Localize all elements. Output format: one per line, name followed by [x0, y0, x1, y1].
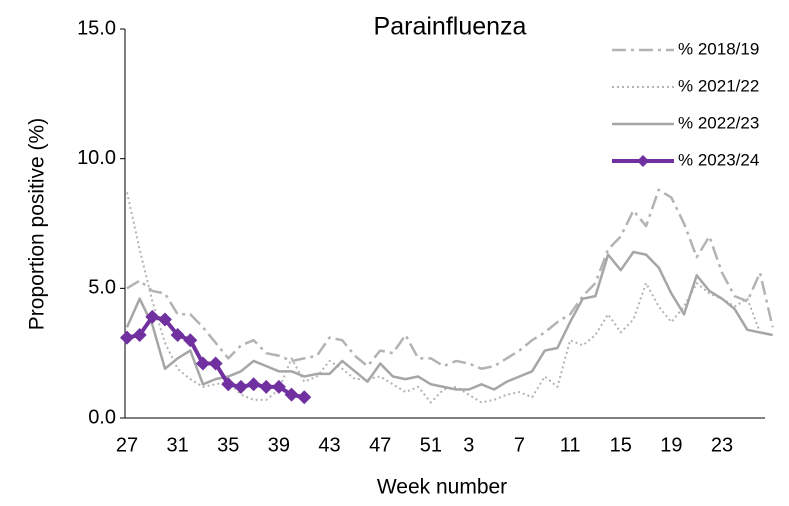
- x-tick-label: 35: [217, 434, 239, 456]
- legend-label: % 2023/24: [678, 150, 759, 169]
- series-line: [126, 192, 773, 404]
- x-tick-label: 31: [167, 434, 189, 456]
- data-point: [271, 379, 286, 394]
- legend-label: % 2022/23: [678, 113, 759, 132]
- x-tick-label: 19: [660, 434, 682, 456]
- data-point: [183, 333, 198, 348]
- series-line: [126, 188, 774, 370]
- data-point: [170, 328, 185, 343]
- legend-marker: [637, 155, 649, 167]
- data-point: [145, 309, 160, 324]
- data-point: [297, 390, 312, 405]
- series-line: [125, 250, 773, 391]
- y-axis-label: Proportion positive (%): [26, 118, 49, 330]
- x-tick-label: 23: [711, 434, 733, 456]
- legend-label: % 2021/22: [678, 76, 759, 95]
- y-tick-label: 5.0: [88, 277, 116, 299]
- x-tick-label: 43: [318, 434, 340, 456]
- x-tick-label: 47: [369, 434, 391, 456]
- x-tick-label: 27: [116, 434, 138, 456]
- data-point: [195, 356, 210, 371]
- x-axis-label: Week number: [377, 476, 507, 499]
- y-tick-label: 10.0: [77, 147, 116, 169]
- data-point: [157, 312, 172, 327]
- x-tick-label: 39: [268, 434, 290, 456]
- data-point: [246, 377, 261, 392]
- y-tick-label: 0.0: [88, 406, 116, 428]
- x-tick-label: 11: [560, 434, 581, 456]
- data-point: [132, 328, 147, 343]
- data-point: [259, 379, 274, 394]
- data-point: [233, 379, 248, 394]
- y-tick-label: 15.0: [77, 17, 116, 39]
- x-tick-label: 7: [514, 434, 525, 456]
- data-point: [284, 387, 299, 402]
- data-point: [120, 330, 134, 345]
- legend-label: % 2018/19: [678, 39, 759, 58]
- x-tick-label: 3: [463, 434, 474, 456]
- data-point: [221, 377, 236, 392]
- chart-title: Parainfluenza: [374, 13, 527, 41]
- x-tick-label: 15: [610, 434, 632, 456]
- data-point: [208, 356, 223, 371]
- x-tick-label: 51: [420, 434, 442, 456]
